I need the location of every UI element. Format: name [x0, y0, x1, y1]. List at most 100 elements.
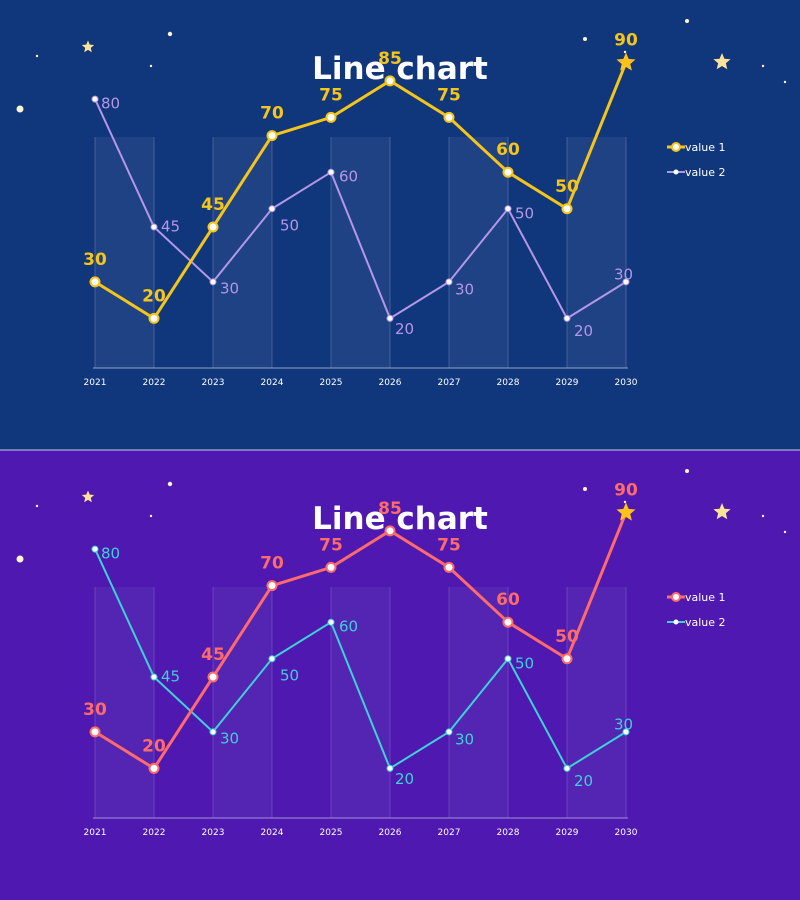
data-label-value-2: 20: [395, 320, 414, 338]
data-label-value-2: 45: [161, 218, 180, 236]
decor-dot: [16, 555, 24, 563]
data-label-value-2: 60: [339, 168, 358, 186]
data-point-value-1: [561, 653, 573, 665]
decor-dot: [149, 514, 153, 518]
plot-band: [213, 137, 272, 368]
decor-dot: [783, 80, 787, 84]
data-point-value-2: [386, 314, 394, 322]
series-line-value-2: [94, 548, 627, 770]
series-line-value-1: [94, 61, 628, 320]
decor-dot: [583, 487, 587, 491]
data-point-value-2: [327, 618, 335, 626]
data-point-value-2: [268, 205, 276, 213]
data-label-value-2: 50: [280, 666, 299, 684]
x-tick-label: 2027: [438, 828, 461, 838]
data-point-value-2: [327, 168, 335, 176]
decor-dot: [761, 64, 765, 68]
data-label-value-1: 45: [201, 195, 225, 215]
data-point-value-2: [209, 278, 217, 286]
data-label-value-1: 75: [319, 85, 343, 105]
data-label-value-1: 20: [142, 286, 166, 306]
x-tick-label: 2025: [320, 828, 343, 838]
decor-dot: [16, 105, 24, 113]
data-point-value-2: [150, 673, 158, 681]
decor-dot: [149, 64, 153, 68]
data-point-value-1: [89, 726, 101, 738]
x-tick-label: 2024: [261, 828, 284, 838]
data-label-value-2: 20: [574, 772, 593, 790]
data-point-value-1: [148, 312, 160, 324]
legend-label-value-2: value 2: [685, 616, 726, 629]
legend-marker-value-2: [673, 169, 679, 175]
plot-band: [213, 587, 272, 818]
data-label-value-1: 85: [378, 499, 402, 519]
data-point-value-2: [445, 278, 453, 286]
decor-star-icon: [81, 490, 95, 503]
plot-band: [95, 137, 154, 368]
decor-dot: [685, 469, 689, 473]
data-point-value-1: [266, 580, 278, 592]
data-point-value-1: [384, 525, 396, 537]
decor-dot: [167, 481, 173, 487]
data-label-value-1: 45: [201, 645, 225, 665]
data-point-value-1: [502, 166, 514, 178]
decor-star-icon: [713, 503, 731, 520]
chart-panel-2: Line chart 2021 2022 2023 2024 2025 2026 2027 20…: [0, 450, 800, 900]
chart-title: Line chart: [312, 501, 488, 537]
series-line-value-2: [94, 98, 627, 320]
plot-band: [567, 587, 626, 818]
data-point-value-2: [91, 95, 99, 103]
x-tick-label: 2030: [615, 378, 638, 388]
data-label-value-2: 30: [614, 265, 633, 283]
series-line-value-1: [94, 511, 628, 770]
data-label-value-2: 30: [455, 730, 474, 748]
data-label-value-2: 30: [614, 715, 633, 733]
data-label-value-1: 20: [142, 736, 166, 756]
data-point-value-2: [91, 545, 99, 553]
data-point-value-1: [148, 762, 160, 774]
data-label-value-2: 80: [101, 545, 120, 563]
data-point-value-2: [386, 764, 394, 772]
data-point-value-2: [209, 728, 217, 736]
data-point-value-1: [207, 221, 219, 233]
x-tick-label: 2024: [261, 378, 284, 388]
x-tick-label: 2028: [497, 828, 520, 838]
legend-marker-value-1: [671, 142, 681, 152]
data-point-value-2: [622, 278, 630, 286]
highlight-star-icon: [616, 52, 636, 71]
data-point-value-1: [325, 561, 337, 573]
legend-marker-value-1: [671, 592, 681, 602]
x-tick-label: 2021: [84, 378, 107, 388]
x-tick-label: 2029: [556, 378, 579, 388]
data-point-value-2: [563, 314, 571, 322]
plot-band: [449, 137, 508, 368]
data-point-value-1: [561, 203, 573, 215]
data-point-value-2: [504, 205, 512, 213]
data-label-value-1: 90: [614, 481, 638, 501]
plot-band: [95, 587, 154, 818]
decor-star-icon: [713, 53, 731, 70]
chart-title: Line chart: [312, 51, 488, 87]
decor-dot: [623, 50, 627, 54]
data-label-value-1: 75: [319, 535, 343, 555]
data-point-value-1: [89, 276, 101, 288]
decor-dot: [167, 31, 173, 37]
data-label-value-1: 50: [555, 177, 579, 197]
data-point-value-1: [443, 561, 455, 573]
data-point-value-1: [325, 111, 337, 123]
decor-dot: [583, 37, 587, 41]
plot-band: [449, 587, 508, 818]
data-label-value-1: 70: [260, 554, 284, 574]
x-tick-label: 2023: [202, 828, 225, 838]
data-point-value-2: [268, 655, 276, 663]
x-tick-label: 2030: [615, 828, 638, 838]
x-tick-label: 2022: [143, 828, 166, 838]
data-label-value-1: 60: [496, 590, 520, 610]
data-point-value-1: [502, 616, 514, 628]
x-tick-label: 2026: [379, 828, 402, 838]
decor-dot: [761, 514, 765, 518]
data-label-value-1: 30: [83, 700, 107, 720]
legend-marker-value-2: [673, 619, 679, 625]
data-label-value-1: 50: [555, 627, 579, 647]
plot-band: [567, 137, 626, 368]
